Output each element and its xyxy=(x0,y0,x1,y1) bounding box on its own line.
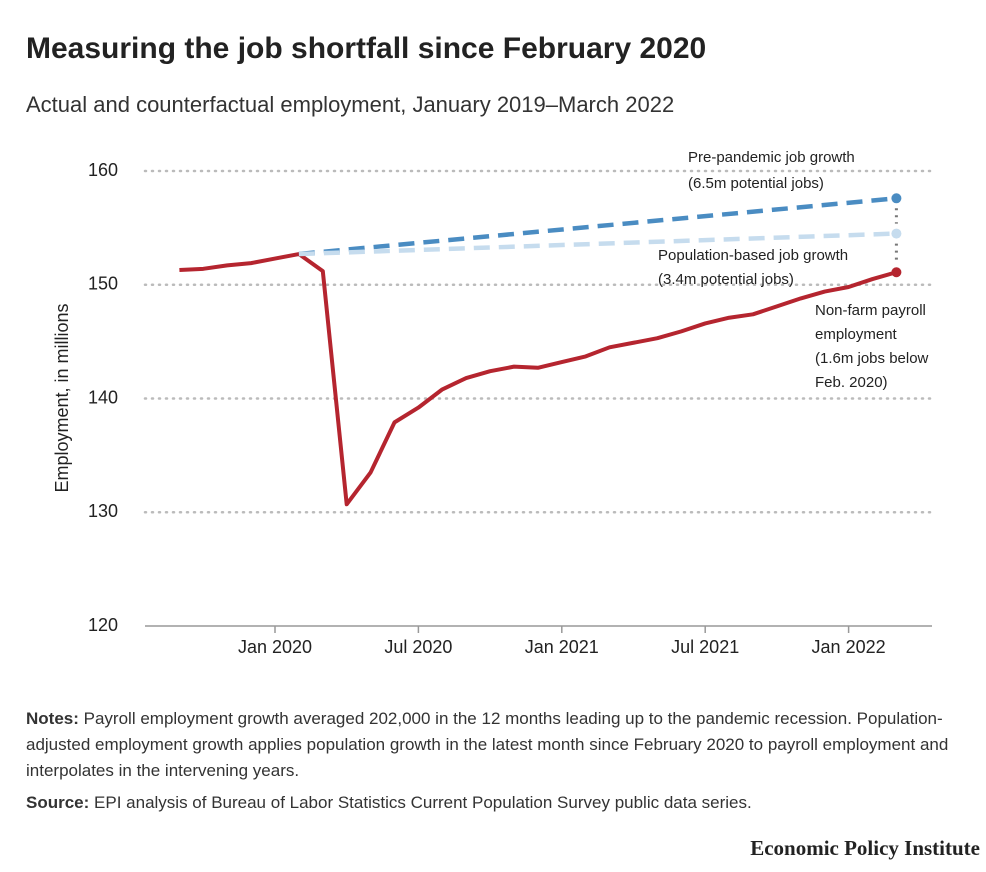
y-axis-label: Employment, in millions xyxy=(52,303,72,492)
end-dot xyxy=(891,267,902,278)
chart-subtitle: Actual and counterfactual employment, Ja… xyxy=(26,92,674,117)
notes-text: Payroll employment growth averaged 202,0… xyxy=(26,709,949,780)
annotation: Non-farm payroll xyxy=(815,302,926,319)
annotation: (1.6m jobs below xyxy=(815,350,929,367)
y-tick-label: 130 xyxy=(88,501,118,521)
y-tick-label: 160 xyxy=(88,160,118,180)
x-tick-label: Jan 2021 xyxy=(525,637,599,657)
annotation: Feb. 2020) xyxy=(815,374,888,391)
end-dot xyxy=(891,228,902,239)
y-tick-label: 120 xyxy=(88,615,118,635)
source-label: Source: xyxy=(26,793,90,812)
brand: Economic Policy Institute xyxy=(750,836,980,860)
chart-title: Measuring the job shortfall since Februa… xyxy=(26,32,706,65)
annotation: (6.5m potential jobs) xyxy=(688,175,824,192)
notes: Notes: Payroll employment growth average… xyxy=(26,706,956,784)
line-series xyxy=(179,252,897,507)
x-tick-label: Jan 2022 xyxy=(812,637,886,657)
source: Source: EPI analysis of Bureau of Labor … xyxy=(26,793,956,813)
source-text: EPI analysis of Bureau of Labor Statisti… xyxy=(94,793,752,812)
x-tick-label: Jul 2020 xyxy=(384,637,452,657)
end-dot xyxy=(891,193,902,204)
annotation: Population-based job growth xyxy=(658,247,848,264)
x-tick-label: Jan 2020 xyxy=(238,637,312,657)
annotation: (3.4m potential jobs) xyxy=(658,271,794,288)
notes-label: Notes: xyxy=(26,709,79,728)
line-series xyxy=(298,196,897,257)
annotation: Pre-pandemic job growth xyxy=(688,149,855,166)
x-tick-label: Jul 2021 xyxy=(671,637,739,657)
y-tick-label: 150 xyxy=(88,274,118,294)
annotation: employment xyxy=(815,326,898,343)
chart: Measuring the job shortfall since Februa… xyxy=(26,32,934,657)
y-tick-label: 140 xyxy=(88,387,118,407)
